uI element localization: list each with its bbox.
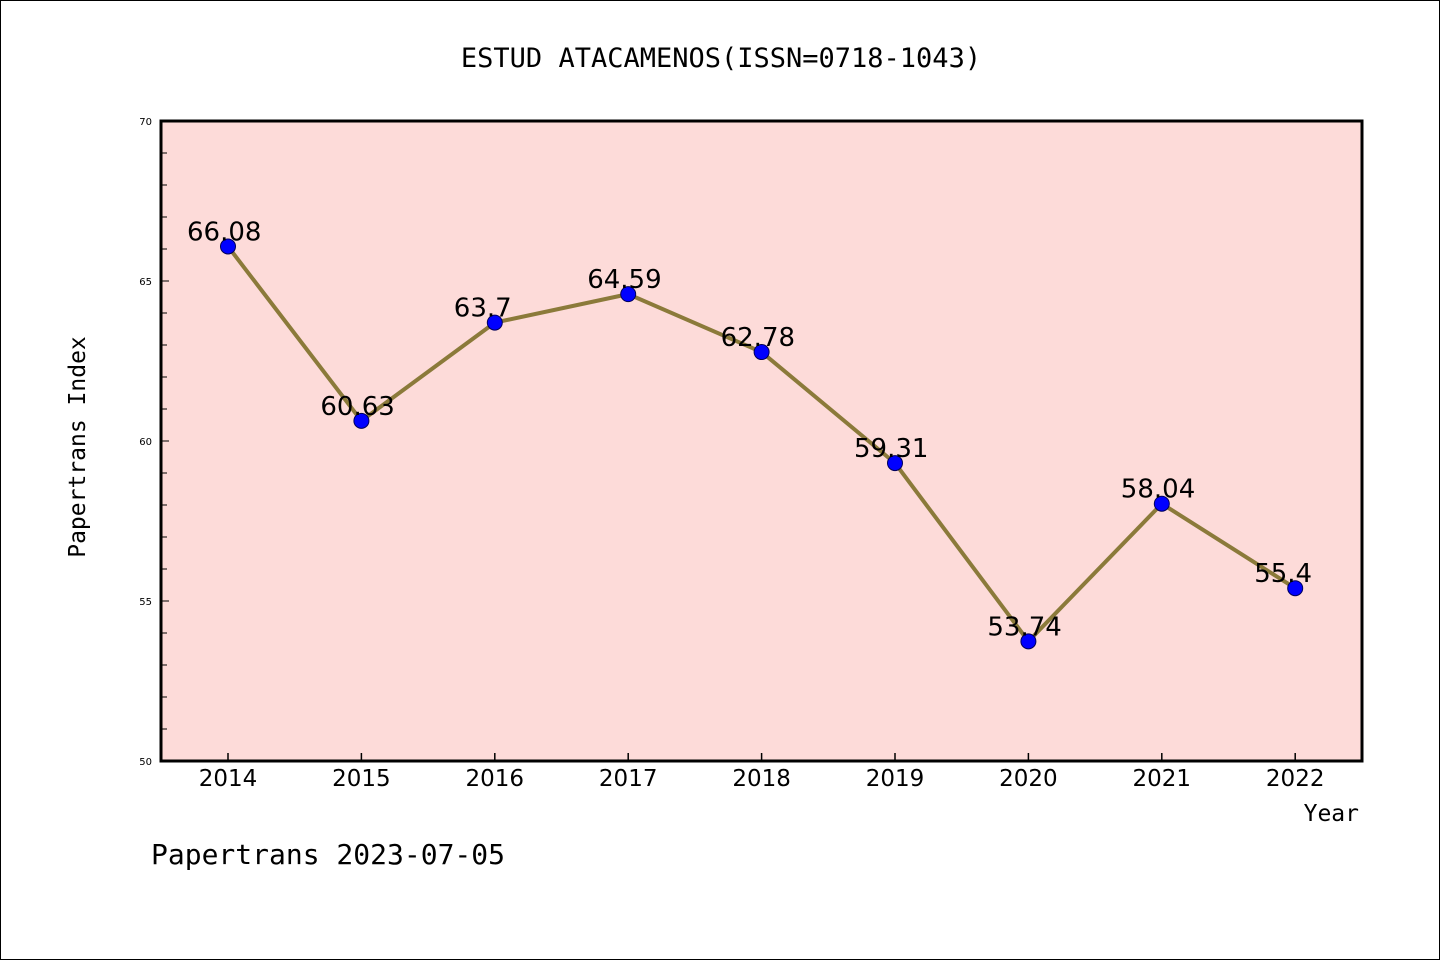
x-axis-title: Year: [1304, 801, 1359, 827]
data-point-label: 63.7: [454, 294, 512, 324]
data-point-marker: [486, 314, 503, 331]
data-point-label: 60.63: [320, 392, 394, 422]
footer-stamp: Papertrans 2023-07-05: [151, 838, 505, 871]
y-tick-label: 50: [139, 757, 152, 768]
x-tick-label: 2016: [466, 766, 525, 792]
data-labels: 66.08 60.63 63.7 64.59 62.78 59.31 53.74 58.04 5…: [187, 217, 1312, 642]
data-point-marker: [1287, 580, 1304, 597]
y-tick-label: 60: [139, 437, 152, 448]
x-tick-label: 2021: [1133, 766, 1192, 792]
data-point-marker: [1020, 633, 1037, 650]
data-point-label: 55.4: [1254, 559, 1312, 589]
x-tick-label: 2014: [199, 766, 258, 792]
y-axis-title: Papertrans Index: [65, 336, 91, 558]
data-point-label: 62.78: [721, 323, 795, 353]
data-point-label: 59.31: [854, 434, 928, 464]
data-point-label: 64.59: [587, 265, 661, 295]
data-point-marker: [220, 238, 236, 255]
y-tick-label: 65: [139, 277, 152, 288]
x-tick-label: 2022: [1266, 766, 1325, 792]
data-point-marker: [620, 286, 637, 303]
series-layer: [220, 238, 1304, 650]
x-tick-label: 2019: [866, 766, 925, 792]
x-tick-label: 2017: [599, 766, 658, 792]
chart-title: ESTUD ATACAMENOS(ISSN=0718-1043): [461, 43, 981, 74]
x-tick-label: 2018: [732, 766, 791, 792]
data-point-marker: [753, 344, 770, 361]
data-point-label: 66.08: [187, 217, 261, 247]
x-tick-label: 2015: [332, 766, 391, 792]
data-point-marker: [887, 455, 903, 472]
y-tick-label: 55: [139, 597, 152, 608]
plot-area: [161, 121, 1362, 761]
data-point-marker: [353, 412, 370, 429]
y-tick-label: 70: [139, 117, 152, 128]
data-point-label: 58.04: [1121, 475, 1195, 505]
data-point-marker: [1153, 495, 1170, 512]
x-tick-label: 2020: [999, 766, 1058, 792]
plot-border: [159, 119, 1364, 763]
data-point-label: 53.74: [987, 612, 1061, 642]
